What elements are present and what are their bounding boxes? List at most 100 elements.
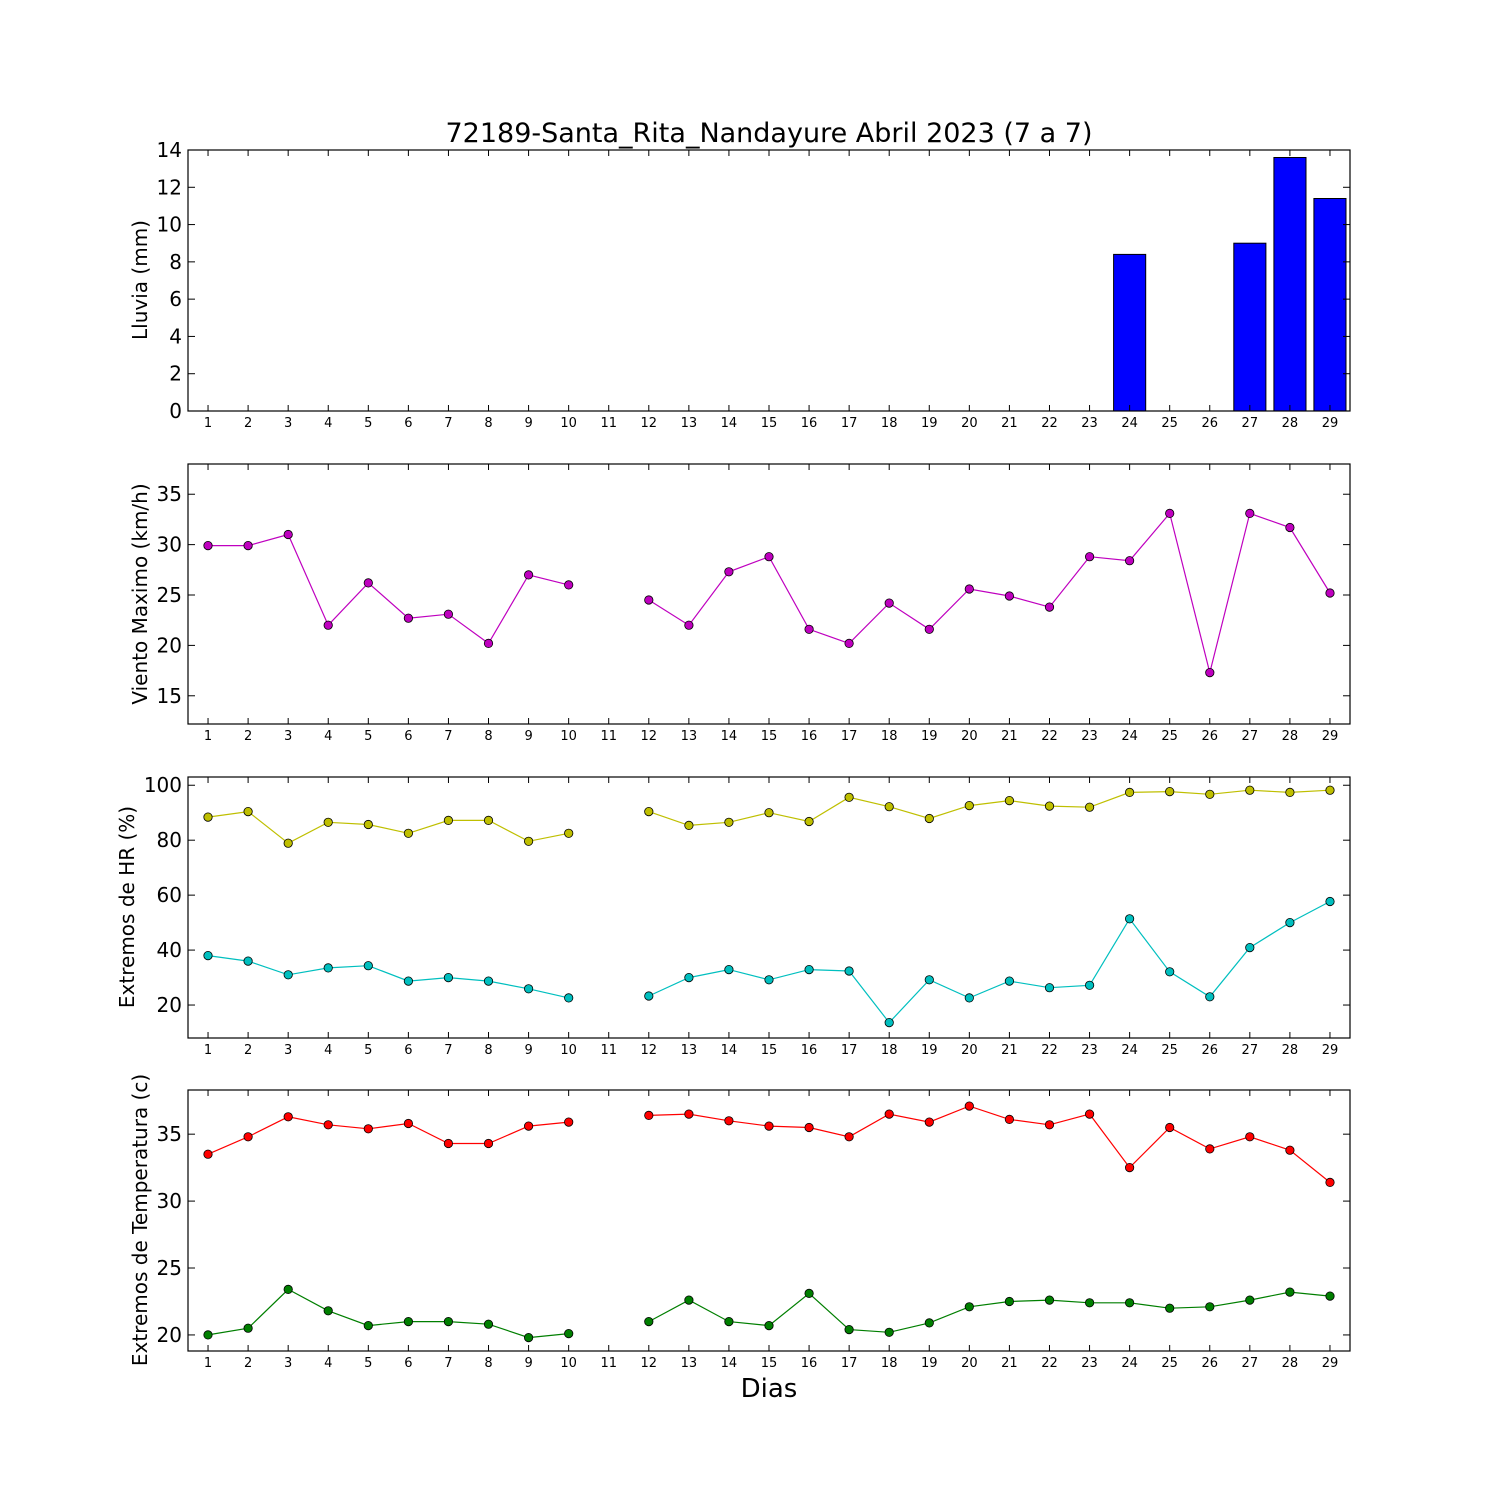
point-temperature-0-day-12 [644,1110,654,1121]
point-temperature-1-day-19 [924,1318,934,1328]
point-temperature-1-day-26 [1205,1302,1215,1312]
y-tick-label: 0 [169,399,182,423]
point-temperature-1-day-29 [1325,1291,1335,1301]
x-tick-label: 23 [1081,1043,1098,1058]
x-tick-label: 13 [681,729,698,744]
y-tick-label: 14 [157,138,182,162]
x-tick-label: 3 [284,1043,292,1058]
y-tick-label: 12 [157,175,182,199]
y-axis-label-rainfall: Lluvia (mm) [128,220,152,340]
series-line-humidity-0 [207,810,569,844]
point-wind-0-day-16 [804,624,814,634]
x-tick-label: 19 [921,1356,938,1371]
x-tick-label: 20 [961,416,978,431]
point-temperature-0-day-20 [964,1101,974,1111]
y-tick-label: 35 [157,482,182,506]
x-tick-label: 10 [560,416,577,431]
point-temperature-0-day-29 [1325,1177,1335,1188]
point-humidity-1-day-24 [1125,914,1135,924]
point-temperature-1-day-14 [724,1317,734,1327]
x-tick-label: 5 [364,416,372,431]
point-humidity-0-day-10 [564,828,574,838]
x-tick-label: 6 [404,729,412,744]
point-humidity-1-day-14 [724,964,734,975]
point-humidity-0-day-18 [884,802,894,812]
point-humidity-1-day-28 [1285,917,1295,928]
x-tick-label: 15 [761,1043,778,1058]
point-humidity-1-day-9 [523,984,534,994]
point-wind-0-day-14 [724,567,734,577]
bar-day-28 [1273,157,1307,412]
x-tick-label: 11 [600,1356,617,1371]
y-tick-label: 30 [157,1189,182,1213]
x-tick-label: 9 [524,1356,532,1371]
x-tick-label: 8 [484,416,492,431]
x-tick-label: 23 [1081,729,1098,744]
point-humidity-0-day-23 [1085,802,1095,812]
point-wind-0-day-21 [1004,591,1015,601]
x-tick-label: 9 [524,729,532,744]
series-line-wind-0 [648,512,1331,673]
series-line-temperature-1 [648,1291,1331,1333]
x-tick-label: 7 [444,416,452,431]
x-tick-label: 14 [721,1356,738,1371]
x-tick-label: 4 [324,729,332,744]
point-temperature-0-day-18 [884,1109,894,1119]
point-humidity-0-day-24 [1125,787,1135,798]
point-humidity-1-day-12 [644,991,654,1001]
point-temperature-0-day-1 [203,1149,213,1159]
series-line-wind-0 [208,533,569,645]
x-tick-label: 25 [1161,1043,1178,1058]
point-humidity-1-day-7 [443,972,453,983]
point-temperature-0-day-4 [323,1120,333,1130]
x-tick-label: 5 [364,1043,372,1058]
point-temperature-0-day-23 [1085,1109,1095,1119]
x-tick-label: 20 [961,729,978,744]
x-tick-label: 7 [444,1356,452,1371]
point-humidity-1-day-4 [323,963,333,973]
x-tick-label: 12 [641,729,658,744]
point-wind-0-day-22 [1044,602,1055,612]
point-wind-0-day-18 [884,598,894,608]
point-humidity-1-day-27 [1245,942,1255,953]
x-tick-label: 14 [721,1043,738,1058]
x-tick-label: 22 [1041,1043,1058,1058]
point-humidity-0-day-15 [764,808,774,818]
point-wind-0-day-29 [1325,588,1335,598]
x-tick-label: 26 [1201,729,1218,744]
point-humidity-0-day-26 [1205,789,1215,799]
point-humidity-1-day-5 [363,961,373,971]
y-tick-label: 25 [157,583,182,607]
point-wind-0-day-17 [844,638,854,649]
point-temperature-1-day-18 [884,1327,894,1337]
point-wind-0-day-23 [1085,552,1095,562]
point-temperature-1-day-23 [1085,1298,1095,1308]
point-humidity-0-day-12 [644,806,654,817]
x-tick-label: 12 [641,1043,658,1058]
point-temperature-0-day-10 [564,1117,574,1127]
point-humidity-0-day-6 [403,828,413,838]
x-tick-label: 4 [324,1356,332,1371]
x-tick-label: 5 [364,729,372,744]
x-tick-label: 24 [1121,1043,1138,1058]
point-wind-0-day-27 [1245,508,1255,519]
x-tick-label: 19 [921,1043,938,1058]
series-line-temperature-0 [207,1116,569,1155]
point-wind-0-day-25 [1165,508,1175,519]
point-humidity-1-day-6 [403,976,413,986]
y-tick-label: 60 [157,883,182,907]
point-wind-0-day-24 [1125,556,1135,566]
x-tick-label: 7 [444,1043,452,1058]
point-humidity-0-day-20 [964,800,974,811]
point-temperature-0-day-2 [243,1132,253,1142]
x-tick-label: 2 [244,1043,252,1058]
bar-day-24 [1113,253,1147,412]
x-tick-label: 18 [881,729,898,744]
y-tick-label: 2 [169,362,182,386]
x-tick-label: 11 [600,416,617,431]
x-tick-label: 21 [1001,1043,1018,1058]
point-wind-0-day-9 [523,570,534,580]
x-tick-label: 7 [444,729,452,744]
point-temperature-1-day-16 [804,1288,814,1299]
